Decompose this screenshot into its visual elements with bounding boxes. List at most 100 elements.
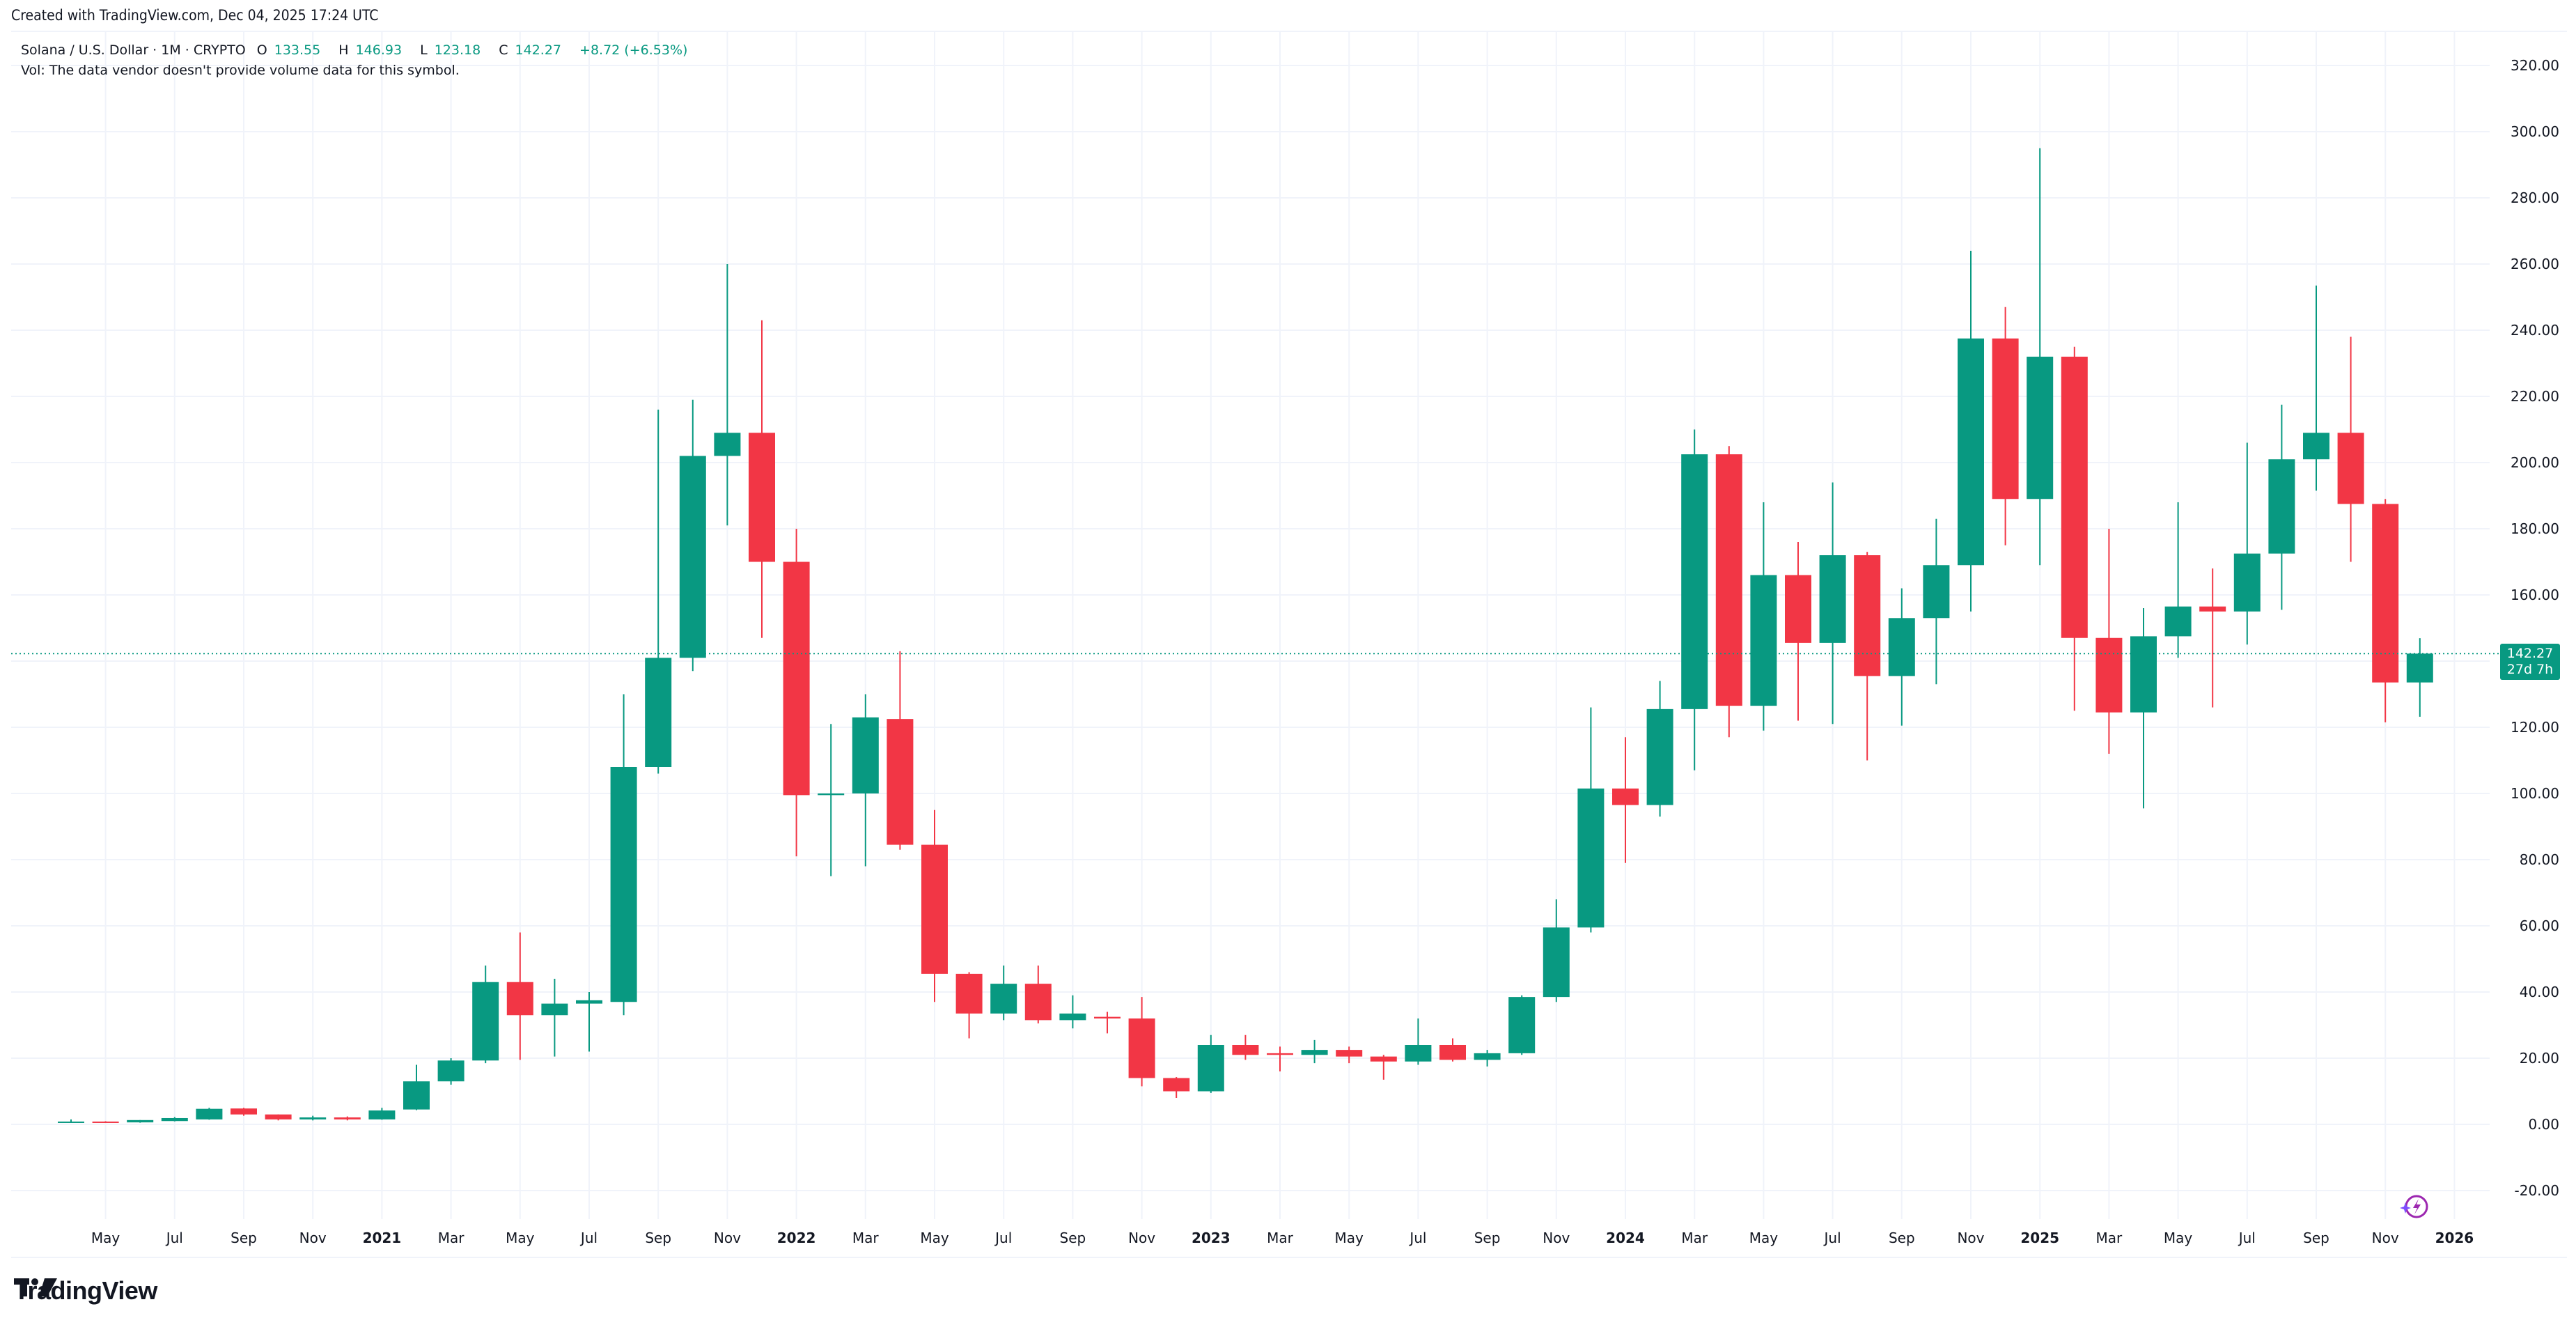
candle[interactable]: [1819, 482, 1846, 725]
candle[interactable]: [818, 724, 845, 876]
candle[interactable]: [1854, 552, 1881, 761]
price-tick-label: 320.00: [2511, 57, 2559, 74]
time-tick-label: Mar: [1267, 1230, 1294, 1246]
candle[interactable]: [1923, 518, 1950, 685]
candle[interactable]: [2199, 568, 2226, 708]
candle[interactable]: [2061, 346, 2088, 711]
candle[interactable]: [2095, 529, 2123, 754]
candle[interactable]: [1508, 995, 1536, 1055]
volume-note: Vol: The data vendor doesn't provide vol…: [21, 63, 460, 78]
candle[interactable]: [783, 529, 810, 857]
candle[interactable]: [403, 1064, 430, 1110]
bar-countdown: 27d 7h: [2506, 662, 2554, 677]
price-axis: 320.00 300.00 280.00 260.00 240.00 220.00 200.…: [2511, 57, 2559, 1199]
candle[interactable]: [1128, 997, 1155, 1087]
candle[interactable]: [955, 972, 983, 1039]
candle[interactable]: [127, 1119, 154, 1123]
candle[interactable]: [231, 1108, 257, 1116]
candle[interactable]: [334, 1116, 361, 1121]
candle[interactable]: [2233, 442, 2261, 645]
candle[interactable]: [299, 1115, 327, 1121]
tradingview-logo[interactable]: TradingView: [14, 1276, 157, 1305]
candle[interactable]: [1405, 1018, 1432, 1065]
time-tick-label: Jul: [994, 1230, 1012, 1246]
candle[interactable]: [1301, 1039, 1328, 1064]
candle[interactable]: [1958, 251, 1984, 612]
time-tick-label: Nov: [2372, 1230, 2399, 1246]
price-tick-label: 0.00: [2528, 1116, 2559, 1133]
candle[interactable]: [1681, 429, 1708, 770]
candle[interactable]: [887, 651, 914, 850]
candle[interactable]: [1612, 737, 1639, 863]
time-tick-label: Nov: [1128, 1230, 1155, 1246]
price-tick-label: 40.00: [2520, 984, 2559, 1000]
time-tick-label: 2025: [2020, 1230, 2059, 1246]
candle[interactable]: [2027, 148, 2054, 566]
candle[interactable]: [1024, 966, 1052, 1024]
candle[interactable]: [2164, 502, 2192, 658]
chart-frame[interactable]: [11, 31, 2567, 1258]
candle[interactable]: [1370, 1055, 1397, 1080]
price-tick-label: 220.00: [2511, 388, 2559, 405]
candle[interactable]: [541, 979, 568, 1057]
candle[interactable]: [679, 399, 706, 672]
time-tick-label: Jul: [2238, 1230, 2256, 1246]
candle[interactable]: [610, 694, 637, 1016]
candle[interactable]: [921, 809, 948, 1002]
candle[interactable]: [1715, 446, 1742, 738]
candle[interactable]: [1750, 502, 1777, 731]
candle[interactable]: [265, 1114, 292, 1121]
candle[interactable]: [749, 320, 775, 638]
candle[interactable]: [1785, 542, 1811, 721]
candle[interactable]: [852, 694, 879, 867]
candle[interactable]: [2406, 638, 2433, 717]
candle[interactable]: [1474, 1050, 1501, 1067]
time-tick-label: Mar: [2096, 1230, 2123, 1246]
candle[interactable]: [1992, 307, 2019, 545]
candle[interactable]: [92, 1121, 119, 1123]
candle[interactable]: [161, 1117, 188, 1122]
candle[interactable]: [714, 264, 741, 526]
change-value: +8.72 (+6.53%): [579, 42, 688, 58]
time-tick-label: May: [91, 1230, 120, 1246]
candle[interactable]: [990, 966, 1017, 1021]
candle[interactable]: [437, 1058, 465, 1085]
candle[interactable]: [1888, 588, 1915, 726]
candle[interactable]: [576, 992, 602, 1052]
candle[interactable]: [1232, 1035, 1259, 1060]
time-tick-label: Jul: [1408, 1230, 1426, 1246]
time-tick-label: Nov: [299, 1230, 327, 1246]
candle[interactable]: [1543, 899, 1570, 1002]
time-tick-label: May: [1335, 1230, 1364, 1246]
price-tick-label: 60.00: [2520, 917, 2559, 934]
candle[interactable]: [472, 966, 499, 1064]
candle[interactable]: [2268, 404, 2295, 610]
candle[interactable]: [1059, 995, 1086, 1029]
candle[interactable]: [1094, 1012, 1121, 1034]
candle[interactable]: [2337, 336, 2364, 562]
candle[interactable]: [1336, 1046, 1363, 1064]
tradingview-logo-icon: [14, 1278, 57, 1296]
candle[interactable]: [1163, 1077, 1190, 1098]
candle[interactable]: [1197, 1035, 1224, 1093]
candle[interactable]: [2130, 608, 2157, 809]
price-tick-label: 100.00: [2511, 785, 2559, 802]
candle[interactable]: [506, 932, 533, 1060]
price-tick-label: 300.00: [2511, 123, 2559, 140]
candle[interactable]: [1646, 681, 1673, 817]
candle[interactable]: [368, 1108, 396, 1120]
candle[interactable]: [58, 1119, 84, 1123]
candle[interactable]: [645, 410, 672, 774]
candle[interactable]: [1439, 1038, 1466, 1062]
time-tick-label: Mar: [438, 1230, 465, 1246]
price-tick-label: 20.00: [2520, 1050, 2559, 1067]
candle[interactable]: [2303, 285, 2329, 491]
candle[interactable]: [196, 1108, 223, 1120]
time-tick-label: May: [1749, 1230, 1779, 1246]
time-tick-label: Jul: [165, 1230, 183, 1246]
time-tick-label: Sep: [2303, 1230, 2329, 1246]
candle[interactable]: [1577, 707, 1605, 933]
candle[interactable]: [1267, 1046, 1293, 1071]
candle[interactable]: [2372, 499, 2399, 722]
